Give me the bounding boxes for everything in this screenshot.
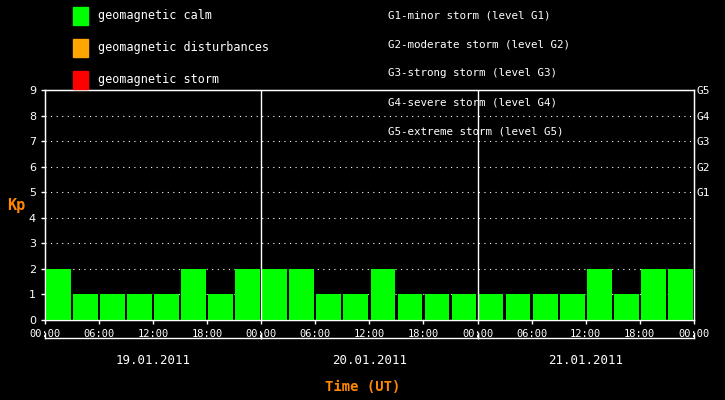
Bar [641,269,666,320]
Bar [397,294,423,320]
Bar [587,269,612,320]
Text: 19.01.2011: 19.01.2011 [115,354,191,367]
Text: geomagnetic disturbances: geomagnetic disturbances [98,42,269,54]
Text: G5-extreme storm (level G5): G5-extreme storm (level G5) [388,127,563,137]
Bar [533,294,558,320]
Text: 21.01.2011: 21.01.2011 [548,354,624,367]
Text: Time (UT): Time (UT) [325,380,400,394]
Bar [316,294,341,320]
Bar [100,294,125,320]
Bar [370,269,395,320]
Text: G1-minor storm (level G1): G1-minor storm (level G1) [388,10,550,20]
Bar [73,294,98,320]
Text: geomagnetic storm: geomagnetic storm [98,74,219,86]
Text: geomagnetic calm: geomagnetic calm [98,10,212,22]
Bar [208,294,233,320]
Text: Kp: Kp [7,198,25,212]
Bar [478,294,503,320]
Bar [127,294,152,320]
Bar [236,269,260,320]
Bar [46,269,71,320]
Text: G4-severe storm (level G4): G4-severe storm (level G4) [388,98,557,108]
Text: G2-moderate storm (level G2): G2-moderate storm (level G2) [388,39,570,49]
Bar [452,294,476,320]
Bar [506,294,531,320]
Bar [614,294,639,320]
Bar [262,269,287,320]
Bar [425,294,450,320]
Bar [181,269,206,320]
Bar [668,269,692,320]
Bar [344,294,368,320]
Bar [289,269,314,320]
Text: G3-strong storm (level G3): G3-strong storm (level G3) [388,68,557,78]
Bar [154,294,179,320]
Text: 20.01.2011: 20.01.2011 [332,354,407,367]
Bar [560,294,584,320]
